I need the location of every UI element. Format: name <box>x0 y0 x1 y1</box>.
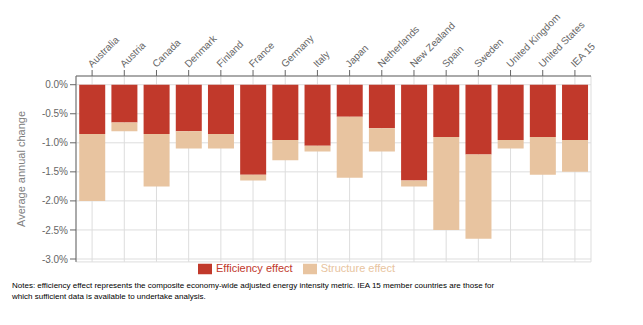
svg-text:-1.0%: -1.0% <box>42 137 68 148</box>
html-text:Notes: efficiency effect repre: Notes: efficiency effect represents the … <box>12 281 495 290</box>
svg-text:United Kingdom: United Kingdom <box>504 11 562 69</box>
svg-text:New Zealand: New Zealand <box>407 20 457 70</box>
svg-text:-3.0%: -3.0% <box>42 254 68 265</box>
svg-text:0.0%: 0.0% <box>45 79 68 90</box>
svg-text:Australia: Australia <box>86 34 122 70</box>
svg-text:-2.0%: -2.0% <box>42 195 68 206</box>
svg-text:IEA 15: IEA 15 <box>569 40 598 69</box>
html-text:Efficiency effect: Efficiency effect <box>216 261 293 274</box>
svg-text:Spain: Spain <box>440 44 466 70</box>
svg-text:Austria: Austria <box>118 39 148 69</box>
svg-text:Germany: Germany <box>279 33 316 70</box>
svg-text:Netherlands: Netherlands <box>375 23 422 70</box>
svg-text:-0.5%: -0.5% <box>42 108 68 119</box>
svg-text:Denmark: Denmark <box>182 32 219 69</box>
html-text:which sufficient data is avail: which sufficient data is available to un… <box>12 292 206 301</box>
svg-text:Canada: Canada <box>150 37 183 70</box>
svg-text:Japan: Japan <box>343 42 370 69</box>
svg-text:Sweden: Sweden <box>472 36 505 69</box>
svg-text:-2.5%: -2.5% <box>42 225 68 236</box>
svg-text:United States: United States <box>536 19 587 70</box>
svg-text:Average annual change: Average annual change <box>15 111 27 227</box>
html-text:Structure effect: Structure effect <box>320 261 395 274</box>
svg-text:Italy: Italy <box>311 49 332 70</box>
svg-text:Finland: Finland <box>214 38 245 69</box>
svg-text:France: France <box>247 39 277 69</box>
svg-text:-1.5%: -1.5% <box>42 166 68 177</box>
